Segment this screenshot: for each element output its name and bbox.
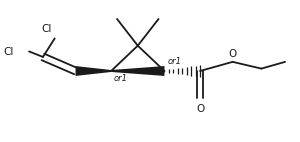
Polygon shape (76, 66, 111, 76)
Text: O: O (196, 104, 204, 114)
Polygon shape (111, 66, 164, 76)
Text: O: O (229, 49, 237, 59)
Text: Cl: Cl (42, 24, 52, 35)
Text: or1: or1 (114, 74, 128, 83)
Text: Cl: Cl (3, 47, 13, 57)
Text: or1: or1 (167, 57, 182, 66)
